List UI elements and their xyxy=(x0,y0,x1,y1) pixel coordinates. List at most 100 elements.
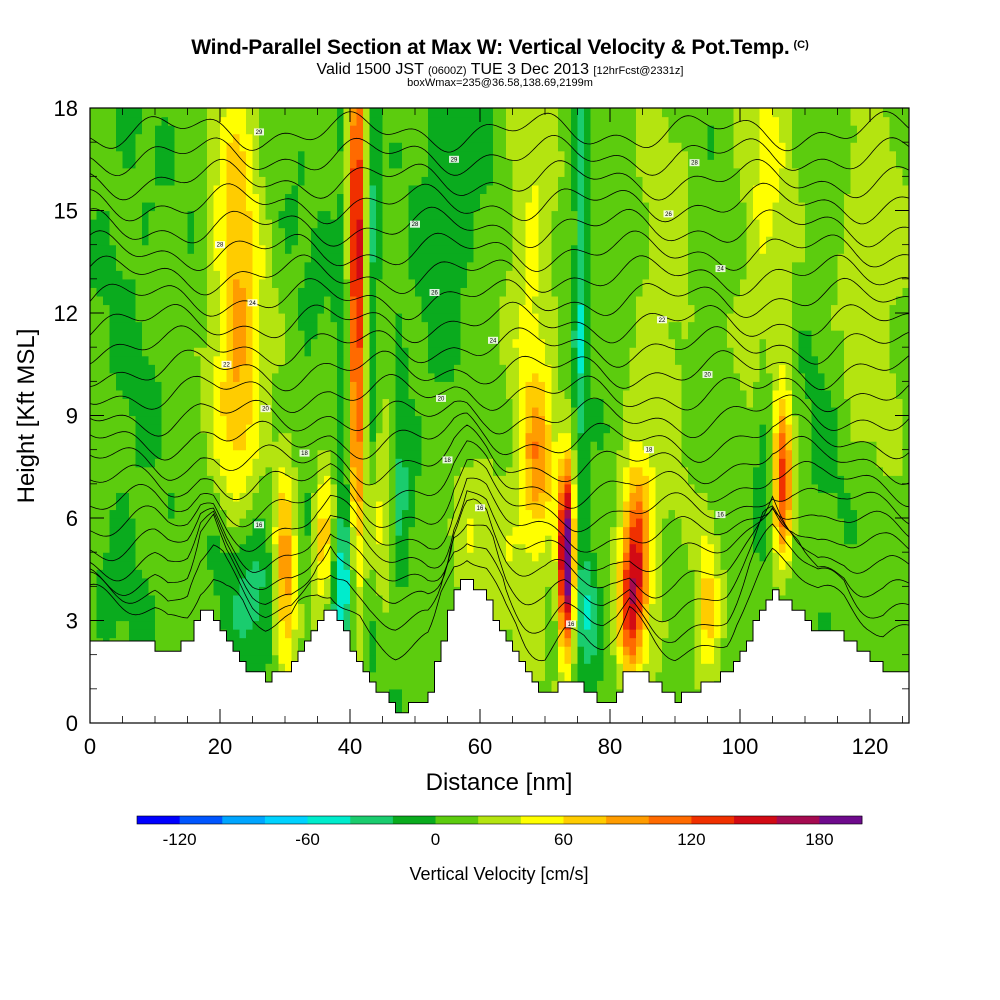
w-cell xyxy=(317,347,325,357)
w-cell xyxy=(168,219,176,229)
w-cell xyxy=(96,125,104,135)
w-cell xyxy=(460,159,468,169)
w-cell xyxy=(506,492,514,502)
w-cell xyxy=(109,125,117,135)
w-cell xyxy=(161,560,169,570)
w-cell xyxy=(506,577,514,587)
w-cell xyxy=(532,560,540,570)
w-cell xyxy=(187,466,195,476)
w-cell xyxy=(473,406,481,417)
w-cell xyxy=(493,594,501,605)
w-cell xyxy=(291,321,299,331)
w-cell xyxy=(467,304,475,314)
w-cell xyxy=(181,210,189,220)
w-cell xyxy=(311,227,319,237)
w-cell xyxy=(480,193,488,203)
w-cell xyxy=(259,509,267,519)
w-cell xyxy=(389,278,397,288)
w-cell xyxy=(168,116,176,126)
w-cell xyxy=(363,500,371,511)
w-cell xyxy=(194,227,202,237)
w-cell xyxy=(278,142,286,152)
w-cell xyxy=(421,287,429,297)
w-cell xyxy=(486,449,494,459)
w-cell xyxy=(174,432,182,442)
w-cell xyxy=(200,116,208,126)
w-cell xyxy=(343,449,351,459)
w-cell xyxy=(330,330,338,340)
w-cell xyxy=(298,526,306,536)
w-cell xyxy=(103,236,111,246)
w-cell xyxy=(116,577,124,587)
w-cell xyxy=(408,688,416,698)
w-cell xyxy=(408,518,416,528)
w-cell xyxy=(135,441,143,451)
w-cell xyxy=(525,184,533,195)
w-cell xyxy=(441,227,449,237)
w-cell xyxy=(259,364,267,374)
w-cell xyxy=(252,577,260,587)
w-cell xyxy=(213,449,221,459)
w-cell xyxy=(200,338,208,348)
w-cell xyxy=(519,270,527,280)
w-cell xyxy=(447,278,455,288)
w-cell xyxy=(174,406,182,417)
w-cell xyxy=(213,577,221,587)
w-cell xyxy=(343,236,351,246)
w-cell xyxy=(447,184,455,195)
w-cell xyxy=(389,663,397,673)
w-cell xyxy=(343,227,351,237)
w-cell xyxy=(291,133,299,143)
w-cell xyxy=(265,321,273,331)
w-cell xyxy=(428,406,436,417)
w-cell xyxy=(473,483,481,493)
w-cell xyxy=(499,338,507,348)
w-cell xyxy=(493,569,501,579)
w-cell xyxy=(369,116,377,126)
w-cell xyxy=(493,321,501,331)
w-cell xyxy=(148,193,156,203)
w-cell xyxy=(376,313,384,323)
w-cell xyxy=(252,449,260,459)
w-cell xyxy=(148,424,156,434)
w-cell xyxy=(337,415,345,425)
w-cell xyxy=(317,603,325,613)
w-cell xyxy=(226,415,234,425)
w-cell xyxy=(213,295,221,306)
w-cell xyxy=(343,586,351,596)
w-cell xyxy=(168,646,176,656)
w-cell xyxy=(493,304,501,314)
w-cell xyxy=(376,535,384,545)
w-cell xyxy=(369,133,377,143)
w-cell xyxy=(200,415,208,425)
w-cell xyxy=(109,270,117,280)
w-cell xyxy=(298,415,306,425)
w-cell xyxy=(454,287,462,297)
w-cell xyxy=(350,227,358,237)
w-cell xyxy=(317,483,325,493)
w-cell xyxy=(181,432,189,442)
w-cell xyxy=(434,210,442,220)
w-cell xyxy=(298,389,306,400)
w-cell xyxy=(532,167,540,177)
w-cell xyxy=(116,509,124,519)
w-cell xyxy=(441,116,449,126)
w-cell xyxy=(155,236,163,246)
w-cell xyxy=(324,236,332,246)
w-cell xyxy=(486,432,494,442)
w-cell xyxy=(447,201,455,212)
w-cell xyxy=(155,577,163,587)
w-cell xyxy=(265,313,273,323)
w-cell xyxy=(239,270,247,280)
w-cell xyxy=(252,543,260,553)
w-cell xyxy=(161,253,169,263)
w-cell xyxy=(343,304,351,314)
w-cell xyxy=(298,620,306,630)
w-cell xyxy=(116,167,124,177)
w-cell xyxy=(311,150,319,160)
w-cell xyxy=(402,253,410,263)
w-cell xyxy=(291,330,299,340)
w-cell xyxy=(155,116,163,126)
w-cell xyxy=(395,629,403,639)
w-cell xyxy=(109,603,117,613)
